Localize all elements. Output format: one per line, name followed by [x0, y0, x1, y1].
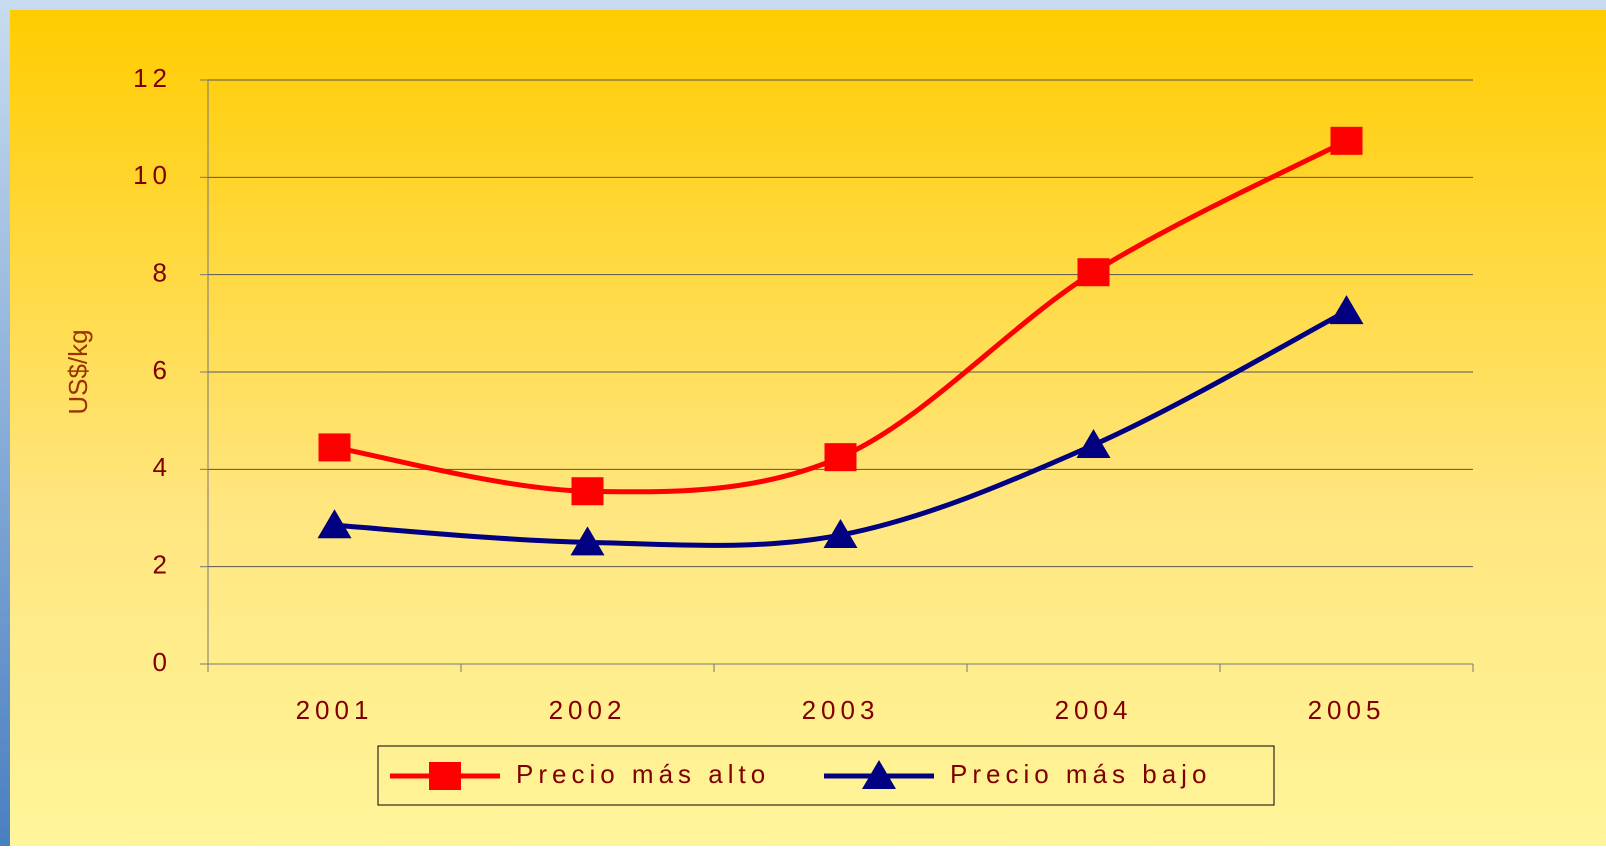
y-tick-label: 12	[133, 63, 172, 93]
data-point	[823, 519, 858, 549]
y-tick-label: 8	[153, 258, 172, 288]
x-tick-label: 2002	[549, 695, 627, 725]
x-tick-label: 2001	[296, 695, 374, 725]
legend-label: Precio más alto	[516, 759, 770, 789]
data-point	[570, 526, 605, 556]
y-tick-label: 2	[153, 550, 172, 580]
data-point	[1076, 429, 1111, 458]
data-point	[1330, 126, 1363, 155]
legend-marker	[862, 760, 896, 789]
data-point	[1077, 258, 1110, 287]
data-point	[824, 443, 857, 472]
data-point	[571, 477, 604, 506]
data-point	[1329, 295, 1364, 325]
y-tick-label: 4	[153, 452, 172, 482]
legend-marker	[429, 762, 461, 790]
legend-box	[377, 745, 1275, 806]
data-point	[318, 433, 351, 462]
y-tick-label: 10	[133, 160, 172, 190]
y-axis-label: US$/kg	[63, 329, 93, 414]
x-tick-label: 2003	[802, 695, 880, 725]
x-tick-label: 2005	[1308, 695, 1386, 725]
data-point	[317, 509, 352, 539]
y-tick-label: 6	[153, 355, 172, 385]
legend-label: Precio más bajo	[950, 759, 1211, 789]
x-tick-label: 2004	[1055, 695, 1133, 725]
y-tick-label: 0	[153, 647, 172, 677]
